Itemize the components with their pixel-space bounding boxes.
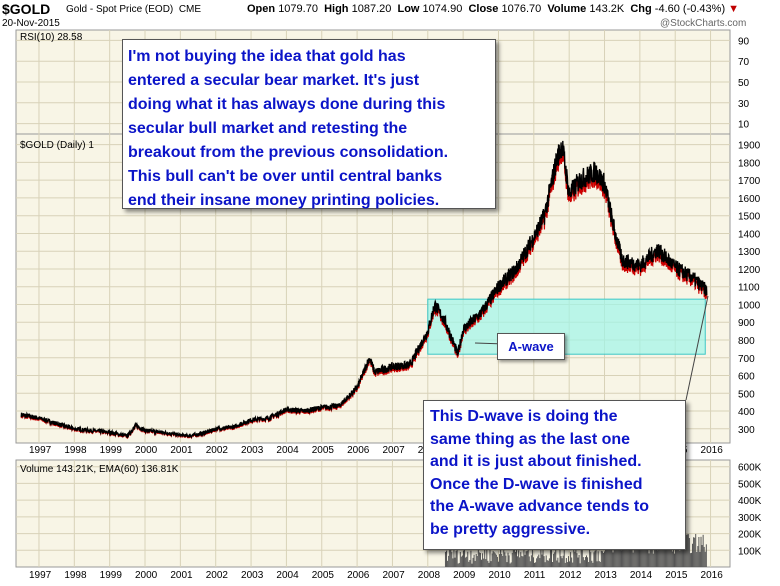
date-tick-label: 2000 (135, 445, 158, 456)
volume-tick-label: 200K (738, 530, 762, 541)
price-tick-label: 1400 (738, 229, 761, 240)
volume-tick-label: 600K (738, 463, 762, 474)
date-tick-label-bottom: 2001 (170, 570, 193, 581)
ohlc-readout: Open 1079.70 High 1087.20 Low 1074.90 Cl… (247, 3, 740, 15)
price-tick-label: 1900 (738, 141, 761, 152)
awave-zone (427, 298, 706, 355)
date-tick-label-bottom: 2014 (630, 570, 653, 581)
date-tick-label-bottom: 2011 (524, 570, 546, 581)
date-tick-label: 2016 (701, 445, 724, 456)
date-tick-label: 1999 (100, 445, 123, 456)
main-annotation: I'm not buying the idea that gold has en… (122, 39, 496, 209)
price-tick-label: 600 (738, 372, 755, 383)
price-tick-label: 900 (738, 318, 755, 329)
rsi-legend: RSI(10) 28.58 (20, 32, 83, 43)
date-tick-label: 2001 (170, 445, 193, 456)
price-tick-label: 1200 (738, 265, 761, 276)
symbol: $GOLD (2, 1, 51, 17)
rsi-tick-label: 70 (738, 57, 750, 68)
rsi-tick-label: 50 (738, 78, 750, 89)
price-tick-label: 800 (738, 336, 755, 347)
price-line (20, 140, 708, 439)
volume-tick-label: 100K (738, 546, 762, 557)
price-tick-label: 1600 (738, 194, 761, 205)
date-tick-label: 2004 (276, 445, 299, 456)
date-tick-label: 1997 (29, 445, 52, 456)
price-tick-label: 400 (738, 407, 755, 418)
volume-tick-label: 400K (738, 496, 762, 507)
date-tick-label-bottom: 2009 (453, 570, 476, 581)
price-tick-label: 1300 (738, 247, 761, 258)
date-tick-label: 2007 (382, 445, 405, 456)
price-tick-label: 1100 (738, 283, 760, 294)
date-tick-label-bottom: 1997 (29, 570, 52, 581)
price-tick-label: 700 (738, 354, 755, 365)
date-tick-label-bottom: 2013 (595, 570, 618, 581)
price-tick-label: 300 (738, 425, 755, 436)
price-tick-label: 1000 (738, 300, 761, 311)
date-tick-label-bottom: 1998 (64, 570, 87, 581)
price-legend: $GOLD (Daily) 1 (20, 140, 94, 151)
date-tick-label: 2003 (241, 445, 264, 456)
date-tick-label-bottom: 2006 (347, 570, 370, 581)
date-tick-label-bottom: 2008 (418, 570, 441, 581)
date-tick-label-bottom: 2012 (559, 570, 582, 581)
volume-tick-label: 500K (738, 479, 762, 490)
volume-tick-label: 300K (738, 513, 762, 524)
awave-label: A-wave (497, 333, 565, 360)
down-arrow-icon: ▼ (728, 3, 740, 15)
price-tick-label: 1500 (738, 212, 761, 223)
price-tick-label: 1800 (738, 158, 761, 169)
symbol-description: Gold - Spot Price (EOD) CME (66, 4, 202, 15)
date-tick-label: 2005 (312, 445, 335, 456)
date-tick-label: 1998 (64, 445, 87, 456)
date-tick-label-bottom: 2000 (135, 570, 158, 581)
date-tick-label-bottom: 2005 (312, 570, 335, 581)
date-tick-label-bottom: 2004 (276, 570, 299, 581)
date-tick-label-bottom: 2003 (241, 570, 264, 581)
rsi-tick-label: 10 (738, 120, 750, 131)
chart-date: 20-Nov-2015 (2, 18, 60, 29)
date-tick-label-bottom: 2007 (382, 570, 405, 581)
volume-legend: Volume 143.21K, EMA(60) 136.81K (20, 464, 179, 475)
stockcharts-watermark: @StockCharts.com (660, 18, 747, 29)
rsi-tick-label: 30 (738, 99, 750, 110)
date-tick-label-bottom: 2002 (206, 570, 229, 581)
date-tick-label-bottom: 1999 (100, 570, 123, 581)
date-tick-label-bottom: 2015 (665, 570, 688, 581)
dwave-annotation: This D-wave is doing the same thing as t… (423, 400, 686, 550)
dwave-pointer (685, 295, 709, 401)
price-tick-label: 500 (738, 389, 755, 400)
date-tick-label-bottom: 2010 (488, 570, 511, 581)
rsi-tick-label: 90 (738, 36, 750, 47)
price-tick-label: 1700 (738, 176, 761, 187)
date-tick-label: 2006 (347, 445, 370, 456)
date-tick-label: 2002 (206, 445, 229, 456)
date-tick-label-bottom: 2016 (701, 570, 724, 581)
